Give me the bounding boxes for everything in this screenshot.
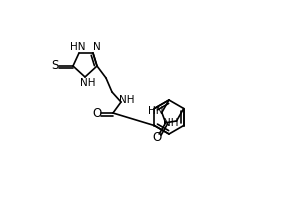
Text: O: O (152, 131, 162, 144)
Text: NH: NH (80, 78, 96, 88)
Text: NH: NH (163, 118, 179, 128)
Text: HN: HN (70, 42, 86, 52)
Text: S: S (52, 59, 59, 72)
Text: O: O (92, 107, 102, 120)
Text: N: N (93, 42, 101, 52)
Text: HN: HN (148, 106, 164, 116)
Text: NH: NH (119, 95, 135, 105)
